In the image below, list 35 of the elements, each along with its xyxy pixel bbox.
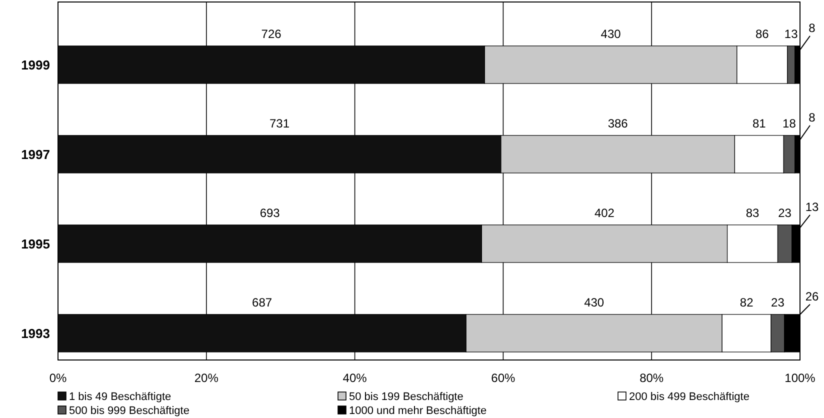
annotation: 726 — [261, 26, 282, 41]
text: 13 — [805, 200, 819, 214]
annotation: 23 — [778, 206, 792, 220]
annotation: 402 — [594, 206, 615, 220]
text: 8 — [808, 110, 816, 124]
annotation: 18 — [782, 116, 796, 130]
legend-label: 500 bis 999 Beschäftigte — [69, 405, 190, 417]
annotation: 86 — [755, 26, 770, 41]
y-tick-label: 1999 — [21, 58, 50, 73]
annotation: 23 — [771, 295, 785, 310]
annotation: 13 — [784, 26, 798, 41]
annotation: 687 — [252, 295, 272, 310]
x-tick-label: 20% — [194, 371, 219, 385]
y-tick-label: 1993 — [21, 326, 50, 342]
y-tick-label: 1997 — [21, 147, 50, 162]
y-tick-label: 1995 — [21, 236, 50, 252]
annotation: 430 — [584, 295, 604, 310]
x-tick-label: 40% — [342, 371, 368, 385]
legend-label: 1 bis 49 Beschäftigte — [69, 391, 172, 403]
annotation: 731 — [269, 116, 290, 130]
annotation: 386 — [608, 116, 628, 130]
legend-label: 200 bis 499 Beschäftigte — [629, 391, 750, 403]
annotation: 82 — [740, 295, 754, 310]
x-tick-label: 0% — [49, 371, 67, 385]
annotation: 430 — [600, 26, 622, 41]
legend-label: 1000 und mehr Beschäftigte — [349, 405, 487, 417]
x-tick-label: 100% — [784, 371, 816, 385]
annotation: 693 — [260, 206, 280, 220]
x-tick-label: 60% — [491, 371, 516, 385]
x-tick-label: 80% — [640, 371, 664, 385]
text: 8 — [808, 20, 816, 35]
annotation: 81 — [752, 116, 766, 130]
text: 26 — [805, 289, 819, 304]
legend-label: 50 bis 199 Beschäftigte — [349, 391, 464, 403]
annotation: 83 — [746, 206, 760, 220]
